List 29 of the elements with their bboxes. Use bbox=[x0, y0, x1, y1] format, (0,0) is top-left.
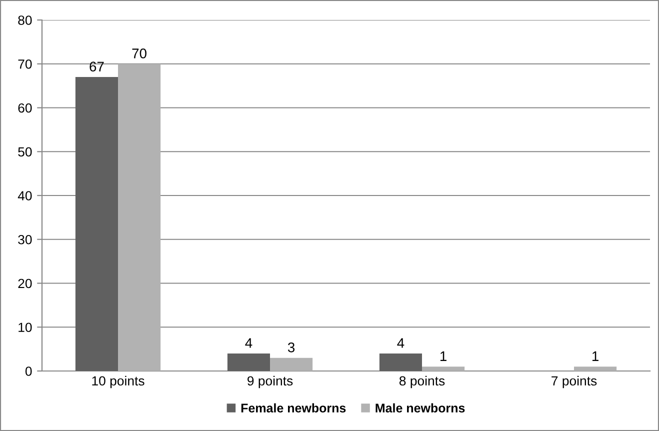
y-tick-label: 20 bbox=[18, 278, 32, 288]
legend-label: Male newborns bbox=[376, 403, 465, 412]
x-tick-label: 10 points bbox=[92, 376, 144, 388]
bar bbox=[75, 77, 118, 371]
data-label: 70 bbox=[132, 48, 146, 58]
bar bbox=[227, 353, 270, 371]
y-tick-label: 30 bbox=[18, 234, 32, 244]
y-tick-label: 70 bbox=[18, 59, 32, 69]
y-tick-label: 60 bbox=[18, 103, 32, 113]
bar bbox=[422, 366, 465, 371]
y-tick-label: 0 bbox=[25, 366, 32, 376]
x-tick-label: 9 points bbox=[248, 376, 293, 388]
x-tick-label: 8 points bbox=[399, 376, 445, 388]
bar bbox=[270, 358, 313, 371]
bar bbox=[574, 366, 617, 371]
data-label: 4 bbox=[245, 338, 252, 348]
y-tick-label: 80 bbox=[18, 16, 32, 25]
y-tick-label: 40 bbox=[18, 191, 32, 200]
data-label: 1 bbox=[440, 351, 446, 361]
legend-label: Female newborns bbox=[241, 403, 346, 412]
x-tick-label: 7 points bbox=[552, 376, 597, 388]
bar bbox=[118, 64, 161, 371]
bar bbox=[379, 353, 422, 371]
y-tick-label: 50 bbox=[18, 147, 32, 157]
y-tick-label: 10 bbox=[18, 322, 32, 332]
data-label: 4 bbox=[397, 338, 404, 348]
data-label: 67 bbox=[90, 62, 104, 72]
data-label: 3 bbox=[288, 342, 295, 352]
data-label: 1 bbox=[592, 351, 598, 361]
